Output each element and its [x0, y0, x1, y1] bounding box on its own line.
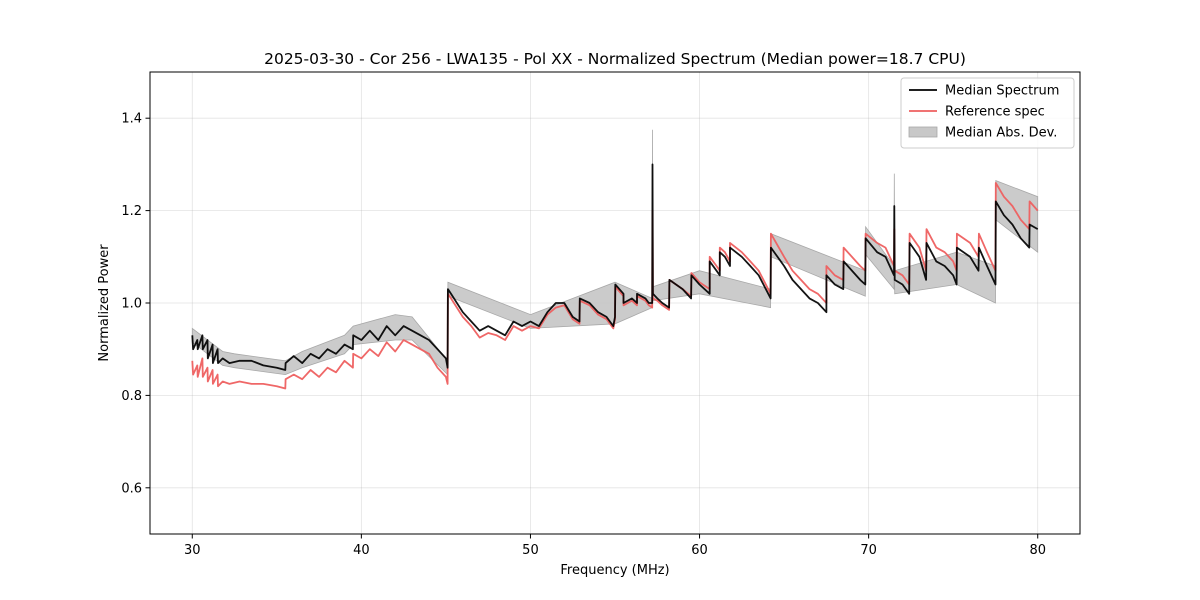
legend-box: [900, 77, 1075, 149]
y-tick-label: 1.0: [121, 297, 142, 312]
y-tick-label: 0.8: [121, 389, 142, 404]
x-tick-label: 50: [522, 543, 539, 558]
chart-title: 2025-03-30 - Cor 256 - LWA135 - Pol XX -…: [264, 50, 966, 68]
y-tick-label: 1.2: [121, 204, 142, 219]
plot-area: [191, 129, 1039, 390]
legend-swatch: [908, 126, 938, 138]
y-axis: 0.6 0.8 1.0 1.2 1.4: [121, 112, 150, 496]
median-spectrum-line: [191, 163, 1039, 371]
x-axis-label: Frequency (MHz): [560, 563, 669, 578]
y-axis-label: Normalized Power: [97, 244, 112, 362]
legend-label: Median Abs. Dev.: [945, 126, 1057, 141]
x-tick-label: 30: [184, 543, 201, 558]
legend: Median Spectrum Reference spec Median Abs.…: [900, 77, 1075, 149]
x-tick-label: 60: [691, 543, 708, 558]
x-tick-label: 80: [1029, 543, 1046, 558]
y-tick-label: 1.4: [121, 112, 142, 127]
legend-label: Median Spectrum: [945, 84, 1059, 99]
x-axis: 30 40 50 60 70 80: [184, 534, 1046, 558]
y-tick-label: 0.6: [121, 481, 142, 496]
reference-spec-line: [191, 182, 1039, 390]
x-tick-label: 40: [353, 543, 370, 558]
legend-label: Reference spec: [945, 105, 1045, 120]
x-tick-label: 70: [860, 543, 877, 558]
